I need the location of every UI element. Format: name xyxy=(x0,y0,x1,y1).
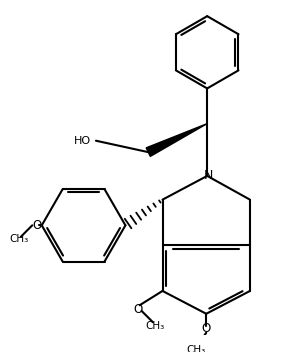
Text: O: O xyxy=(32,219,42,232)
Text: O: O xyxy=(202,322,211,335)
Polygon shape xyxy=(146,124,207,156)
Text: HO: HO xyxy=(74,136,91,146)
Text: CH₃: CH₃ xyxy=(145,321,165,331)
Text: N: N xyxy=(203,169,213,182)
Text: CH₃: CH₃ xyxy=(186,345,205,352)
Text: O: O xyxy=(133,302,142,315)
Text: CH₃: CH₃ xyxy=(9,234,28,244)
